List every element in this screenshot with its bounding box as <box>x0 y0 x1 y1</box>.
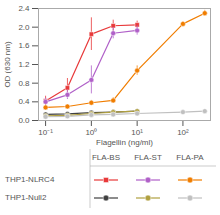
svg-text:10⁻¹: 10⁻¹ <box>38 128 53 137</box>
svg-text:FLA-BS: FLA-BS <box>92 153 120 162</box>
svg-text:THP1-Null2: THP1-Null2 <box>5 193 47 202</box>
svg-text:0.0: 0.0 <box>18 116 30 125</box>
svg-text:2.4: 2.4 <box>18 4 30 13</box>
svg-text:1.2: 1.2 <box>18 60 30 69</box>
svg-text:FLA-ST: FLA-ST <box>134 153 162 162</box>
svg-text:2.0: 2.0 <box>18 23 30 32</box>
svg-text:10²: 10² <box>177 128 189 137</box>
svg-text:0.8: 0.8 <box>18 79 30 88</box>
svg-text:10⁰: 10⁰ <box>85 128 97 137</box>
svg-text:THP1-NLRC4: THP1-NLRC4 <box>5 175 55 184</box>
svg-text:0.4: 0.4 <box>18 97 30 106</box>
svg-text:OD (630 nm): OD (630 nm) <box>3 41 12 88</box>
svg-text:1.6: 1.6 <box>18 41 30 50</box>
svg-text:FLA-PA: FLA-PA <box>176 153 204 162</box>
svg-text:10¹: 10¹ <box>131 128 143 137</box>
svg-text:Flagellin (ng/ml): Flagellin (ng/ml) <box>96 138 153 147</box>
